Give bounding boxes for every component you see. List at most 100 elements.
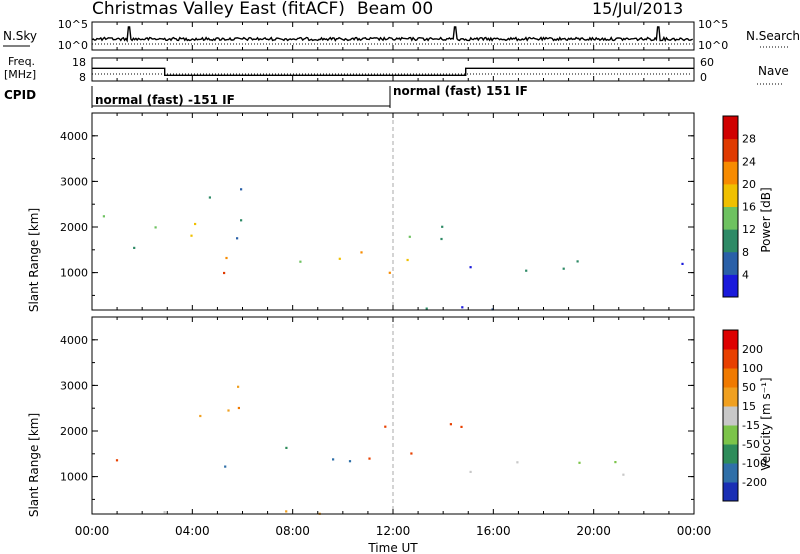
power-echo-cell (562, 267, 565, 270)
colorbar-swatch (723, 406, 738, 426)
freq-tick-top: 18 (72, 56, 86, 69)
velocity-echo-cell (368, 457, 371, 460)
y-tick-label: 1000 (60, 267, 88, 280)
velocity-echo-cell (410, 452, 413, 455)
colorbar-swatch (723, 183, 738, 207)
colorbar-tick-label: 15 (742, 400, 756, 413)
power-echo-cell (461, 306, 464, 309)
power-echo-cell (236, 237, 239, 240)
velocity-echo-cell (224, 465, 227, 468)
ylabel-velocity: Slant Range [km] (27, 413, 41, 517)
ylabel-power: Slant Range [km] (27, 208, 41, 312)
nsky-line (91, 26, 694, 43)
colorbar-swatch (723, 138, 738, 162)
power-echo-cell (408, 235, 411, 238)
noise-series (91, 26, 694, 45)
power-echo-cell (223, 271, 226, 275)
velocity-echo-cell (237, 406, 240, 410)
nave-tick-top: 60 (700, 56, 714, 69)
velocity-colorbar-label: Velocity [m s⁻¹] (759, 377, 773, 470)
velocity-echo-cell (332, 458, 335, 461)
colorbar-tick-label: -15 (742, 419, 760, 432)
velocity-echo-cell (384, 425, 387, 428)
colorbar-swatch (723, 387, 738, 407)
velocity-echo-cell (449, 423, 452, 426)
power-echo-cell (388, 271, 391, 274)
noise-left-tick-top: 10^5 (58, 18, 88, 31)
freq-unit-label: [MHz] (4, 68, 36, 81)
x-tick-label: 00:00 (75, 524, 110, 538)
power-colorbar-label: Power [dB] (759, 187, 773, 252)
colorbar-swatch (723, 349, 738, 369)
power-echo-cell (208, 196, 211, 199)
power-echo-cell (360, 251, 363, 254)
beam-label: Beam 00 (357, 0, 433, 19)
freq-line (92, 67, 694, 76)
cpid-label: CPID (4, 88, 36, 102)
power-echo-cell (154, 226, 157, 229)
velocity-echo-cell (578, 461, 581, 464)
power-echo-cell (240, 188, 243, 191)
power-echoes (102, 188, 684, 311)
colorbar-frame (722, 115, 739, 298)
velocity-echo-cell (516, 461, 519, 464)
colorbar-swatch (723, 425, 738, 445)
freq-tick-bottom: 8 (79, 71, 86, 84)
x-tick-label: 00:00 (677, 524, 712, 538)
power-echo-cell (425, 307, 428, 310)
colorbar-swatch (723, 274, 738, 298)
colorbar-tick-label: 200 (742, 343, 763, 356)
velocity-echo-cell (199, 414, 202, 418)
velocity-echo-cell (285, 446, 288, 449)
y-tick-label: 2000 (60, 425, 88, 438)
colorbar-tick-label: -50 (742, 438, 760, 451)
x-tick-label: 08:00 (275, 524, 310, 538)
x-tick-label: 16:00 (476, 524, 511, 538)
colorbar-tick-label: 24 (742, 155, 756, 168)
velocity-echo-cell (614, 461, 617, 464)
colorbar-tick-label: -100 (742, 457, 767, 470)
power-echo-cell (440, 237, 443, 241)
velocity-echo-cell (348, 460, 352, 463)
colorbar-swatch (723, 330, 738, 350)
colorbar-tick-label: 8 (742, 246, 749, 259)
noise-left-tick-bottom: 10^0 (58, 39, 88, 52)
nsky-label: N.Sky (3, 29, 37, 43)
plot-title: Christmas Valley East (fitACF) (92, 0, 345, 19)
power-echo-cell (194, 222, 197, 226)
axis-ticks: 4000 3000 2000 1000 4000 3000 2000 1000 00:00 04:… (60, 22, 711, 538)
power-echo-cell (576, 260, 579, 263)
power-echo-cell (681, 262, 684, 265)
x-tick-label: 04:00 (175, 524, 210, 538)
power-echo-cell (299, 260, 302, 263)
power-echo-cell (406, 258, 409, 262)
cpid-label-1: normal (fast) -151 IF (95, 93, 235, 107)
velocity-echo-cell (115, 459, 119, 462)
x-tick-label: 20:00 (576, 524, 611, 538)
velocity-echo-cell (237, 385, 240, 388)
y-tick-label: 4000 (60, 130, 88, 143)
colorbar-swatch (723, 116, 738, 140)
cpid-label-2: normal (fast) 151 IF (393, 84, 528, 98)
colorbar-tick-label: -200 (742, 476, 767, 489)
velocity-echo-cell (163, 511, 166, 514)
power-echo-cell (469, 266, 472, 269)
velocity-echo-cell (622, 473, 625, 476)
nave-label: Nave (758, 64, 789, 78)
xlabel: Time UT (367, 541, 418, 554)
colorbar-frame (722, 329, 739, 502)
power-echo-cell (525, 269, 528, 272)
colorbar-tick-label: 4 (742, 268, 749, 281)
colorbar-swatch (723, 229, 738, 253)
colorbar-tick-label: 20 (742, 178, 756, 191)
colorbar-tick-label: 50 (742, 381, 756, 394)
colorbar-tick-label: 28 (742, 133, 756, 146)
colorbar-tick-label: 16 (742, 201, 756, 214)
power-echo-cell (190, 234, 193, 237)
date-label: 15/Jul/2013 (592, 0, 683, 18)
power-echo-cell (133, 246, 136, 249)
y-tick-label: 4000 (60, 334, 88, 347)
colorbar-swatch (723, 482, 738, 502)
freq-series (92, 67, 694, 76)
